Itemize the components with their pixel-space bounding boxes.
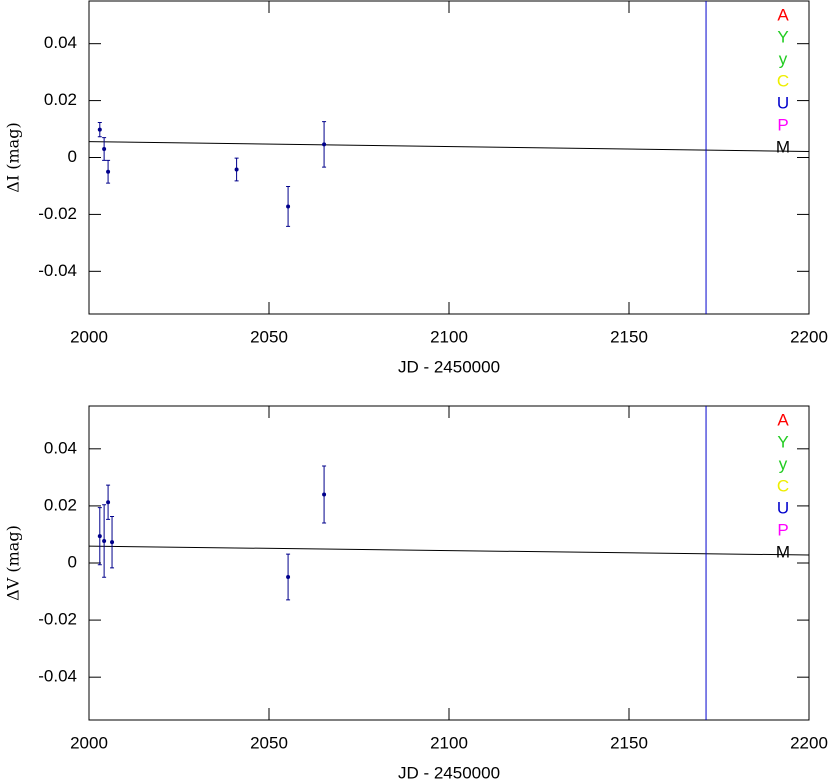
legend-label: A: [777, 410, 789, 429]
data-point: [322, 492, 327, 497]
y-tick-label: -0.04: [38, 261, 77, 280]
legend-label: U: [777, 93, 789, 112]
legend-label: Y: [777, 432, 788, 451]
legend-label: P: [777, 520, 788, 539]
x-tick-label: 2150: [610, 733, 648, 752]
plot-frame: [88, 405, 810, 721]
data-point: [286, 574, 291, 579]
x-tick-label: 2050: [250, 327, 288, 346]
legend-label: M: [776, 542, 790, 561]
x-tick-label: 2200: [790, 327, 828, 346]
fit-line: [88, 141, 810, 153]
legend-label: y: [779, 454, 788, 473]
x-tick-label: 2150: [610, 327, 648, 346]
legend-label: A: [777, 5, 789, 24]
y-tick-label: 0.02: [44, 495, 77, 514]
legend-label: C: [777, 71, 789, 90]
legend-label: P: [777, 115, 788, 134]
y-tick-label: 0.04: [44, 33, 77, 52]
y-tick-label: -0.02: [38, 204, 77, 223]
data-point: [102, 146, 107, 151]
data-point: [102, 539, 107, 544]
legend-label: U: [777, 498, 789, 517]
x-axis-label: JD - 2450000: [398, 763, 500, 782]
y-tick-label: 0.04: [44, 438, 77, 457]
legend-label: Y: [777, 27, 788, 46]
y-tick-label: 0: [68, 552, 77, 571]
legend-label: M: [776, 137, 790, 156]
fit-line: [88, 545, 810, 556]
data-point: [106, 500, 111, 505]
data-point: [106, 169, 111, 174]
y-axis-label: ΔI (mag): [4, 122, 23, 192]
x-tick-label: 2000: [70, 733, 108, 752]
x-axis-label: JD - 2450000: [398, 357, 500, 376]
x-tick-label: 2000: [70, 327, 108, 346]
data-point: [110, 540, 115, 545]
data-point: [286, 204, 291, 209]
data-point: [97, 127, 102, 132]
x-tick-label: 2200: [790, 733, 828, 752]
x-tick-label: 2100: [430, 733, 468, 752]
y-tick-label: -0.02: [38, 610, 77, 629]
x-tick-label: 2050: [250, 733, 288, 752]
legend-label: C: [777, 476, 789, 495]
data-point: [322, 142, 327, 147]
y-tick-label: 0: [68, 147, 77, 166]
data-point: [234, 167, 239, 172]
legend-label: y: [779, 49, 788, 68]
y-axis-label: ΔV (mag): [4, 525, 23, 601]
y-tick-label: -0.04: [38, 667, 77, 686]
data-point: [97, 534, 102, 539]
x-tick-label: 2100: [430, 327, 468, 346]
y-tick-label: 0.02: [44, 90, 77, 109]
plot-frame: [88, 0, 810, 315]
